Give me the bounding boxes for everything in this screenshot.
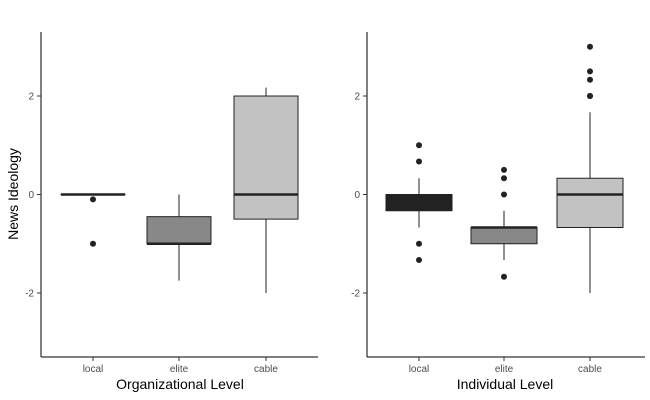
- outlier-point: [416, 256, 422, 263]
- outlier-point: [90, 240, 96, 247]
- x-tick-label: cable: [254, 364, 278, 375]
- outlier-point: [90, 196, 96, 203]
- y-tick-label: -2: [351, 288, 360, 299]
- outlier-point: [587, 76, 593, 83]
- x-tick-label: elite: [170, 364, 189, 375]
- y-tick-label: 2: [354, 92, 360, 103]
- box-body: [233, 95, 299, 220]
- box-local: [60, 193, 126, 247]
- x-tick-label: cable: [578, 364, 602, 375]
- x-axis-title: Organizational Level: [116, 376, 244, 392]
- outlier-point: [416, 158, 422, 165]
- box-cable: [556, 43, 624, 293]
- box-cable: [233, 87, 299, 293]
- x-axis-title: Individual Level: [457, 376, 554, 392]
- outlier-point: [501, 191, 507, 198]
- box-elite: [146, 194, 212, 281]
- y-tick-label: 2: [28, 92, 34, 103]
- y-tick-label: -2: [25, 288, 34, 299]
- box-body: [146, 216, 212, 245]
- outlier-point: [501, 273, 507, 280]
- y-tick-label: 0: [354, 190, 360, 201]
- panel-1: -2 0 2 local elite cable Organizational Level: [25, 32, 318, 392]
- box-elite: [470, 166, 538, 280]
- outlier-point: [587, 68, 593, 75]
- box-body: [470, 226, 538, 245]
- y-tick-label: 0: [28, 190, 34, 201]
- outlier-point: [501, 175, 507, 182]
- x-tick-label: elite: [495, 364, 514, 375]
- outlier-point: [416, 142, 422, 149]
- panel-2: -2 0 2 local elite cable Individual Level: [351, 32, 645, 392]
- outlier-point: [587, 93, 593, 100]
- outlier-point: [587, 43, 593, 50]
- y-axis-title: News Ideology: [5, 148, 21, 240]
- box-local: [385, 142, 453, 263]
- outlier-point: [416, 240, 422, 247]
- box-body: [556, 177, 624, 228]
- x-tick-label: local: [409, 364, 430, 375]
- outlier-point: [501, 166, 507, 173]
- x-tick-label: local: [83, 364, 104, 375]
